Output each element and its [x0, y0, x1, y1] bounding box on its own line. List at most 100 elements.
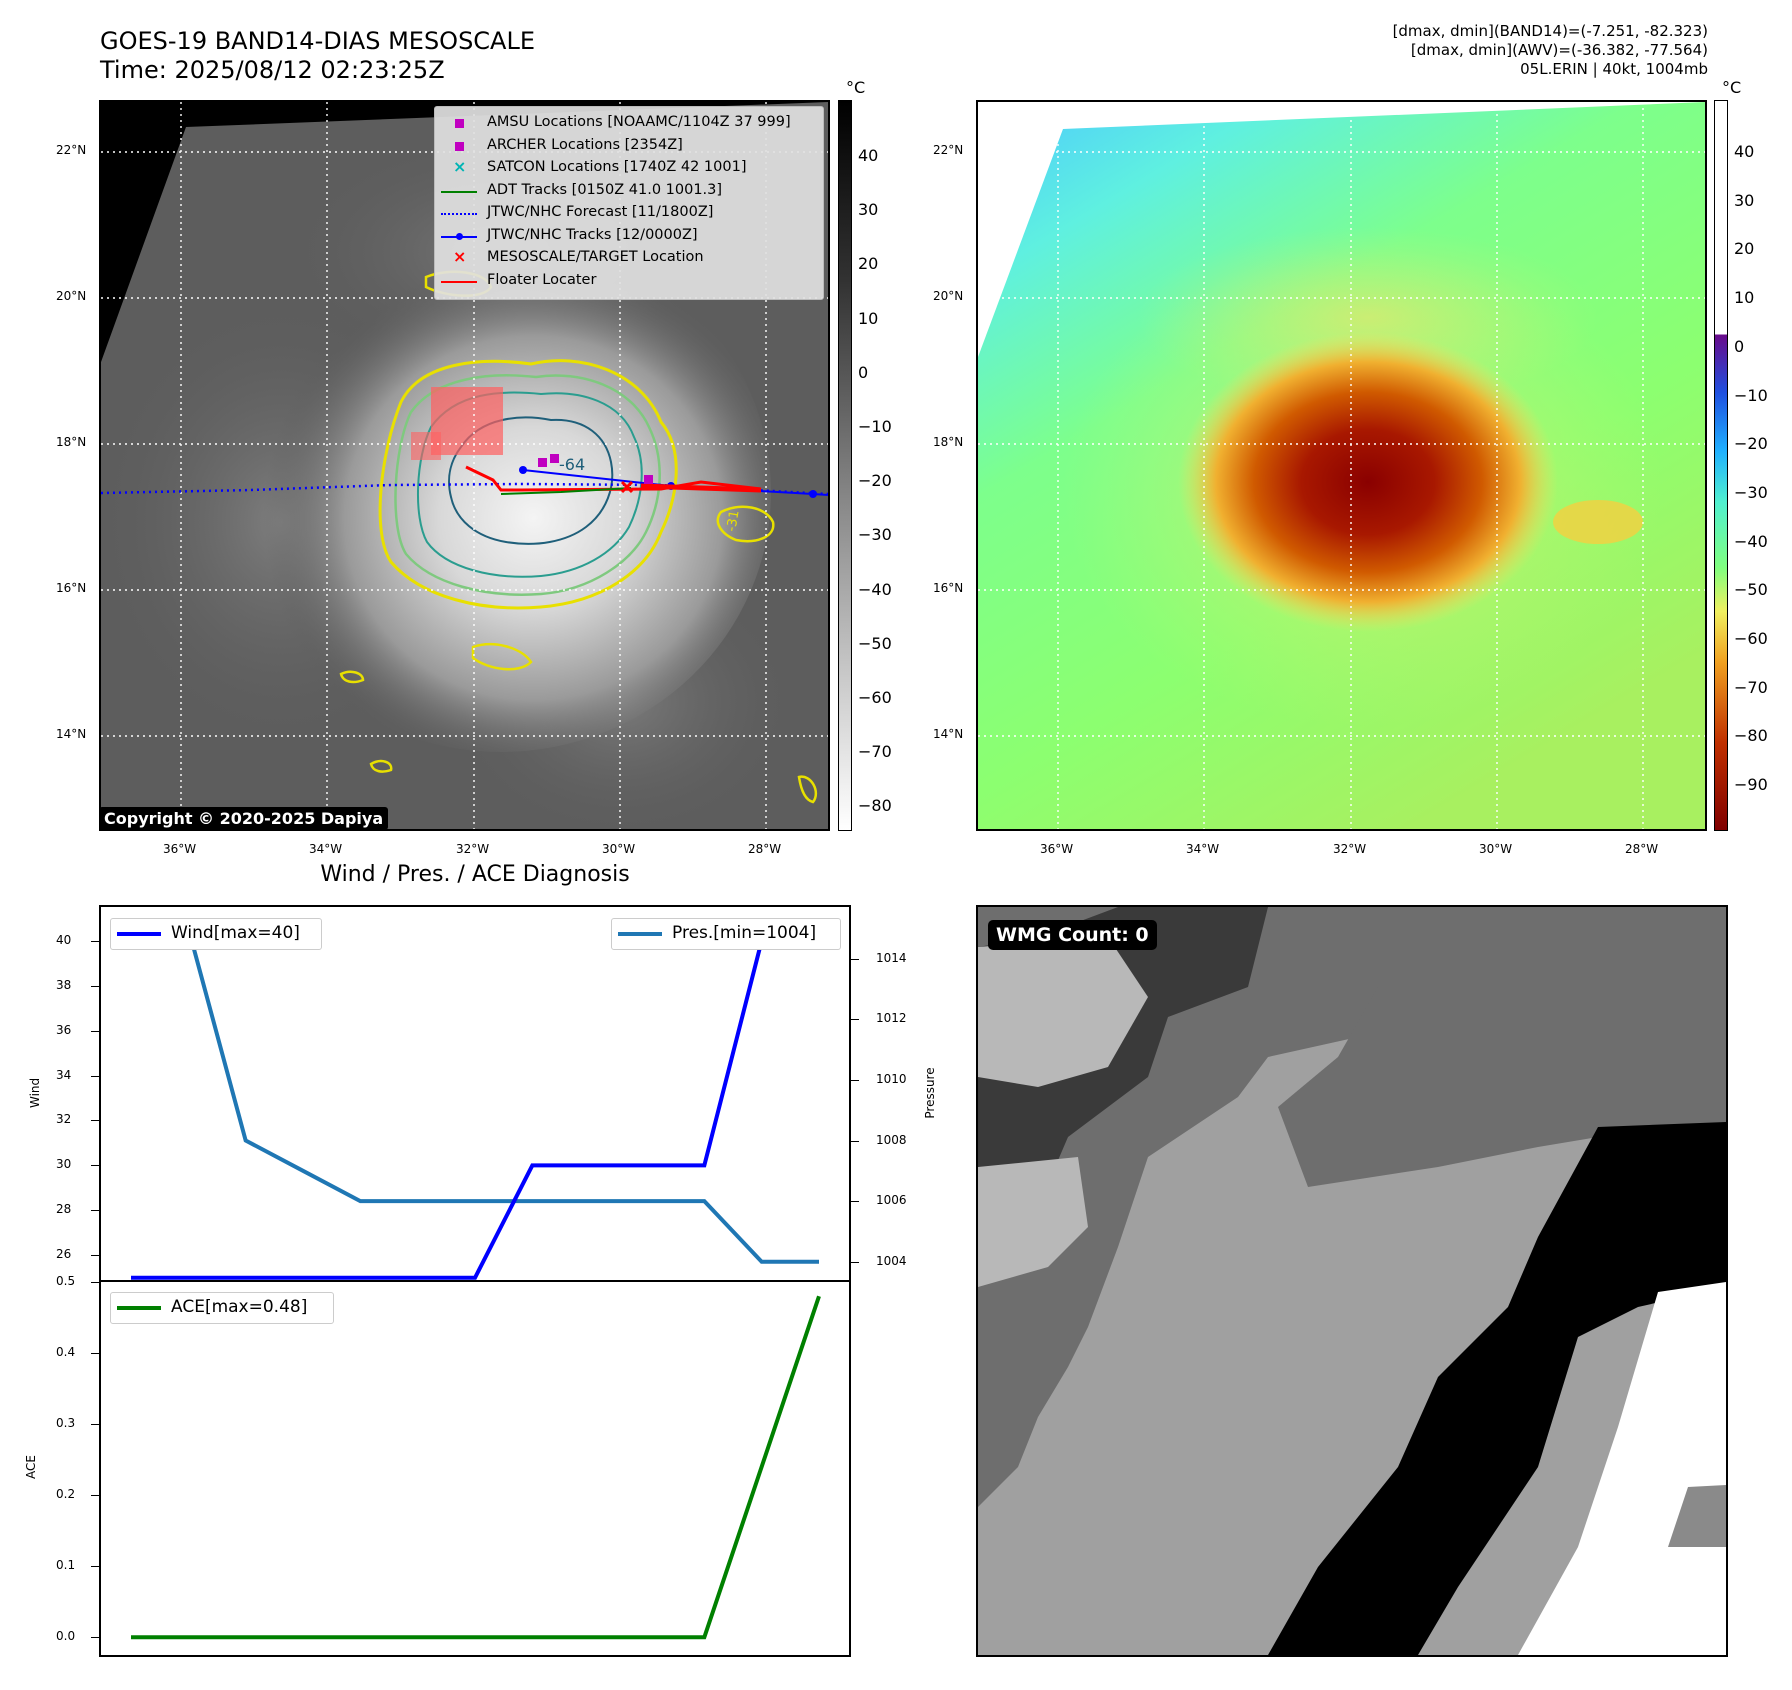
x-icon: × [453, 247, 467, 266]
figure-title: GOES-19 BAND14-DIAS MESOSCALE Time: 2025/… [100, 27, 535, 85]
mesoscale-target-marker [620, 480, 634, 494]
pressure-legend-label: Pres.[min=1004] [672, 923, 817, 943]
pressure-tick-label: 1014 [876, 950, 907, 965]
wind-tick-mark [91, 1075, 99, 1077]
ace-legend: ACE[max=0.48] [110, 1292, 334, 1324]
pressure-legend-line [618, 932, 662, 936]
awv-east-cell [1553, 500, 1643, 544]
pressure-tick-mark [851, 1140, 859, 1142]
lat-tick-label: 22°N [56, 143, 87, 157]
lon-tick-label: 30°W [602, 842, 636, 856]
storm-cloud-shield [231, 232, 771, 752]
archer-marker [550, 454, 559, 463]
map-legend: AMSU Locations [NOAAMC/1104Z 37 999] ARCH… [434, 106, 824, 300]
color-colorbar-tick: 30 [1734, 190, 1755, 210]
pressure-tick-mark [851, 1019, 859, 1021]
mesoscale-box [431, 387, 503, 455]
legend-item: × SATCON Locations [1740Z 42 1001] [435, 157, 823, 180]
pressure-tick-label: 1004 [876, 1253, 907, 1268]
legend-item: JTWC/NHC Forecast [11/1800Z] [435, 203, 823, 225]
wind-tick-mark [91, 1120, 99, 1122]
color-colorbar-tick: 10 [1734, 288, 1755, 308]
wind-tick-label: 38 [56, 977, 72, 992]
wind-legend: Wind[max=40] [110, 918, 322, 950]
line-dot-icon [441, 229, 479, 245]
legend-item: ARCHER Locations [2354Z] [435, 136, 823, 158]
diagnosis-title: Wind / Pres. / ACE Diagnosis [320, 862, 630, 887]
pressure-tick-label: 1012 [876, 1011, 907, 1026]
legend-label: SATCON Locations [1740Z 42 1001] [487, 159, 747, 175]
pressure-tick-mark [851, 1261, 859, 1263]
color-colorbar-tick: −80 [1734, 726, 1768, 746]
gray-colorbar-tick: 0 [858, 362, 869, 382]
jtwc-track-point [809, 490, 817, 498]
info-awv: [dmax, dmin](AWV)=(-36.382, -77.564) [1410, 41, 1708, 59]
lat-tick-label: 16°N [933, 581, 964, 595]
lat-tick-label: 20°N [933, 289, 964, 303]
legend-item: JTWC/NHC Tracks [12/0000Z] [435, 226, 823, 248]
ace-legend-line [117, 1306, 161, 1310]
pressure-axis-title: Pressure [923, 1067, 937, 1119]
color-colorbar-tick: 0 [1734, 336, 1745, 356]
line-icon [441, 184, 479, 200]
ace-svg [131, 1295, 821, 1640]
wmg-region-white [1518, 1282, 1726, 1655]
gray-colorbar-tick: −50 [858, 633, 892, 653]
square-icon [441, 116, 479, 132]
wmg-svg [978, 907, 1726, 1655]
legend-item: × MESOSCALE/TARGET Location [435, 247, 823, 270]
lon-tick-label: 34°W [309, 842, 343, 856]
color-colorbar-tick: −90 [1734, 775, 1768, 795]
legend-label: Floater Locater [487, 271, 597, 288]
x-icon: × [453, 157, 467, 176]
legend-label: ADT Tracks [0150Z 41.0 1001.3] [487, 181, 723, 198]
wind-tick-label: 40 [56, 932, 72, 947]
contour-yellow [378, 359, 678, 610]
wind-axis-title: Wind [28, 1077, 42, 1108]
color-colorbar-tick: −20 [1734, 434, 1768, 454]
info-storm: 05L.ERIN | 40kt, 1004mb [1520, 60, 1708, 78]
floater-track [465, 465, 762, 492]
gray-colorbar-tick: 10 [858, 308, 879, 328]
ace-tick-mark [91, 1495, 99, 1497]
awv-gridlines [978, 102, 1705, 829]
copyright-badge: Copyright © 2020-2025 Dapiya [99, 807, 389, 830]
wind-tick-label: 28 [56, 1202, 72, 1217]
legend-label: AMSU Locations [NOAAMC/1104Z 37 999] [487, 114, 791, 130]
lon-tick-label: 30°W [1479, 842, 1513, 856]
floater-track-thick [640, 483, 762, 493]
color-colorbar-tick: 40 [1734, 142, 1755, 161]
ace-tick-label: 0.1 [56, 1558, 76, 1573]
mesoscale-box-west [411, 432, 441, 460]
color-colorbar-tick: −70 [1734, 677, 1768, 697]
legend-item: ADT Tracks [0150Z 41.0 1001.3] [435, 181, 823, 203]
lat-tick-label: 14°N [56, 727, 87, 741]
ace-tick-label: 0.3 [56, 1416, 76, 1431]
wind-pressure-svg [131, 926, 819, 1280]
wmg-panel [976, 905, 1728, 1657]
gray-colorbar-tick: 40 [858, 146, 879, 165]
contour-blue [448, 416, 614, 545]
pressure-tick-label: 1010 [876, 1071, 907, 1086]
pressure-tick-mark [851, 1079, 859, 1081]
lat-tick-label: 18°N [56, 435, 87, 449]
contour-teal [416, 391, 643, 578]
contour-south-cell-1 [471, 643, 533, 671]
wind-line [131, 938, 819, 1280]
dotted-line-icon [441, 206, 479, 222]
pressure-tick-mark [851, 1201, 859, 1203]
awv-map-svg [978, 102, 1705, 829]
color-colorbar-tick: −50 [1734, 580, 1768, 600]
wind-tick-label: 26 [56, 1247, 72, 1262]
info-block: [dmax, dmin](BAND14)=(-7.251, -82.323) [… [1393, 22, 1708, 79]
wind-tick-label: 30 [56, 1157, 72, 1172]
color-colorbar-unit: °C [1722, 78, 1742, 97]
ace-tick-mark [91, 1637, 99, 1639]
line-icon [441, 274, 479, 290]
color-colorbar-tick: −60 [1734, 629, 1768, 648]
gray-colorbar-tick: −20 [858, 471, 892, 491]
title-line-1: GOES-19 BAND14-DIAS MESOSCALE [100, 27, 536, 55]
title-line-2: Time: 2025/08/12 02:23:25Z [100, 56, 445, 84]
contour-east-cell [716, 505, 775, 543]
pressure-tick-mark [851, 958, 859, 960]
